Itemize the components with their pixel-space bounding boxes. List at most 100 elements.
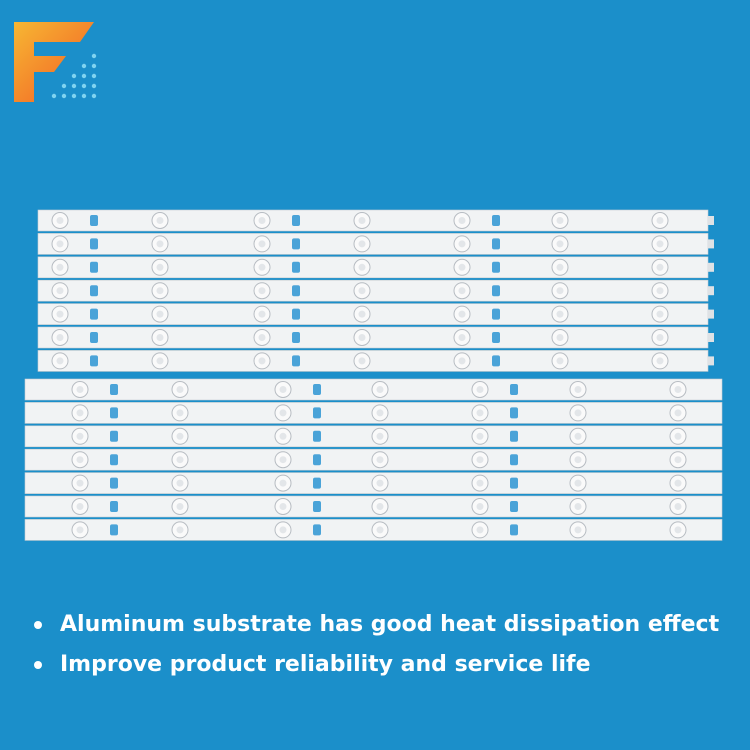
pad	[510, 384, 518, 395]
led-core	[674, 456, 682, 464]
led-core	[358, 240, 366, 248]
pad	[492, 238, 500, 250]
led-core	[156, 217, 164, 224]
connector	[708, 262, 714, 272]
strip	[37, 303, 709, 325]
led-core	[656, 287, 664, 295]
pad	[110, 524, 118, 536]
led-core	[458, 240, 466, 248]
logo-dot	[71, 93, 77, 99]
led-core	[279, 456, 287, 464]
pad	[313, 407, 321, 419]
led-core	[358, 310, 366, 318]
logo	[14, 22, 97, 102]
led-core	[156, 357, 164, 365]
pad	[110, 407, 118, 419]
led-core	[656, 217, 664, 224]
pad	[90, 355, 98, 367]
strip	[37, 279, 709, 302]
led-core	[574, 456, 582, 464]
pad	[510, 407, 518, 419]
strip	[37, 350, 709, 372]
led-core	[556, 263, 564, 271]
logo-dot	[81, 83, 87, 89]
led-core	[279, 409, 287, 417]
pad	[292, 261, 300, 273]
logo-dot	[91, 53, 97, 59]
feature-text: Improve product reliability and service …	[60, 652, 591, 677]
led-core	[358, 217, 366, 224]
pad	[90, 215, 98, 226]
led-core	[358, 357, 366, 365]
led-core	[674, 526, 682, 534]
led-core	[156, 240, 164, 248]
pad	[90, 261, 98, 273]
led-core	[76, 386, 84, 393]
led-core	[674, 386, 682, 393]
pad	[110, 430, 118, 442]
pad	[110, 501, 118, 512]
led-strips	[24, 209, 723, 541]
pad	[492, 261, 500, 273]
pad	[492, 332, 500, 343]
led-core	[574, 503, 582, 510]
led-core	[258, 240, 266, 248]
led-core	[376, 432, 384, 440]
led-core	[258, 310, 266, 318]
pad	[510, 454, 518, 466]
led-core	[258, 357, 266, 365]
led-core	[376, 409, 384, 417]
led-core	[76, 503, 84, 510]
led-core	[176, 432, 184, 440]
pad	[313, 454, 321, 466]
pad	[313, 501, 321, 512]
led-core	[656, 334, 664, 341]
led-core	[56, 357, 64, 365]
strip	[37, 326, 709, 349]
pad	[492, 355, 500, 367]
led-core	[358, 263, 366, 271]
pad	[292, 238, 300, 250]
logo-dot	[91, 73, 97, 79]
pad	[313, 430, 321, 442]
led-core	[376, 386, 384, 393]
led-core	[56, 240, 64, 248]
led-core	[556, 357, 564, 365]
led-core	[476, 526, 484, 534]
led-core	[56, 217, 64, 224]
logo-dot	[61, 93, 67, 99]
logo-dot	[71, 73, 77, 79]
connector	[708, 286, 714, 296]
led-core	[156, 334, 164, 341]
led-core	[176, 409, 184, 417]
pad	[313, 477, 321, 489]
led-core	[556, 334, 564, 341]
strip	[37, 233, 709, 255]
pad	[492, 215, 500, 226]
pad	[492, 308, 500, 320]
pad	[292, 285, 300, 297]
pad	[292, 332, 300, 343]
pad	[292, 308, 300, 320]
led-core	[279, 503, 287, 510]
led-core	[476, 456, 484, 464]
led-core	[556, 287, 564, 295]
led-core	[279, 432, 287, 440]
led-core	[258, 263, 266, 271]
pad	[510, 430, 518, 442]
pad	[90, 285, 98, 297]
led-core	[176, 386, 184, 393]
logo-dot	[91, 93, 97, 99]
connector	[708, 333, 714, 342]
led-core	[56, 310, 64, 318]
led-core	[176, 526, 184, 534]
led-core	[76, 409, 84, 417]
led-core	[56, 263, 64, 271]
led-core	[258, 287, 266, 295]
led-core	[176, 503, 184, 510]
led-core	[358, 287, 366, 295]
pad	[313, 524, 321, 536]
led-core	[656, 310, 664, 318]
pad	[492, 285, 500, 297]
led-core	[156, 287, 164, 295]
